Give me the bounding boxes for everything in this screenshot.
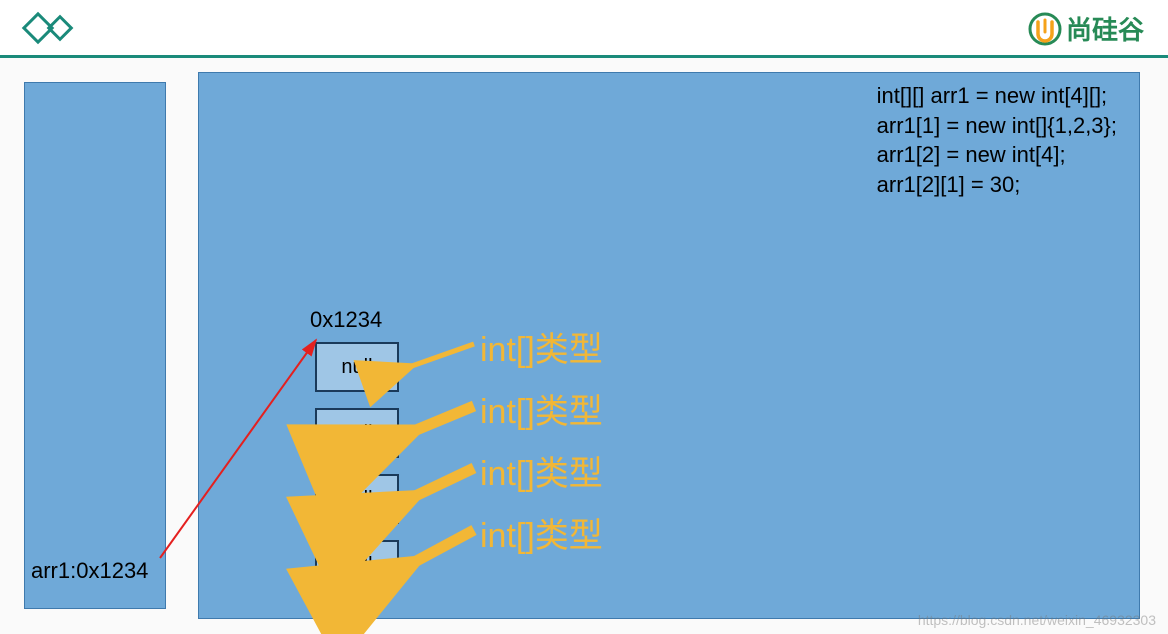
slide-canvas: 尚硅谷 arr1:0x1234 int[][] arr1 = new int[4… [0, 0, 1168, 634]
type-label-0: int[]类型 [480, 322, 603, 371]
type-label-1: int[]类型 [480, 384, 603, 433]
type-label-2: int[]类型 [480, 446, 603, 495]
code-line-1: int[][] arr1 = new int[4][]; [877, 83, 1108, 108]
brand-logo: 尚硅谷 [1028, 10, 1144, 47]
watermark: https://blog.csdn.net/weixin_46932303 [918, 612, 1156, 628]
heap-address-label: 0x1234 [310, 307, 382, 333]
code-snippet: int[][] arr1 = new int[4][]; arr1[1] = n… [877, 81, 1117, 200]
code-line-4: arr1[2][1] = 30; [877, 172, 1021, 197]
header-bar: 尚硅谷 [0, 0, 1168, 58]
type-label-3: int[]类型 [480, 508, 603, 557]
brand-name: 尚硅谷 [1066, 10, 1144, 47]
array-cell-1: null [315, 408, 399, 458]
stack-panel [24, 82, 166, 609]
logo-left-icon [18, 6, 74, 55]
stack-var-label: arr1:0x1234 [31, 558, 148, 584]
code-line-3: arr1[2] = new int[4]; [877, 142, 1066, 167]
array-cell-2: null [315, 474, 399, 524]
array-cell-0: null [315, 342, 399, 392]
code-line-2: arr1[1] = new int[]{1,2,3}; [877, 113, 1117, 138]
array-cell-3: null [315, 540, 399, 590]
brand-icon [1028, 12, 1062, 46]
